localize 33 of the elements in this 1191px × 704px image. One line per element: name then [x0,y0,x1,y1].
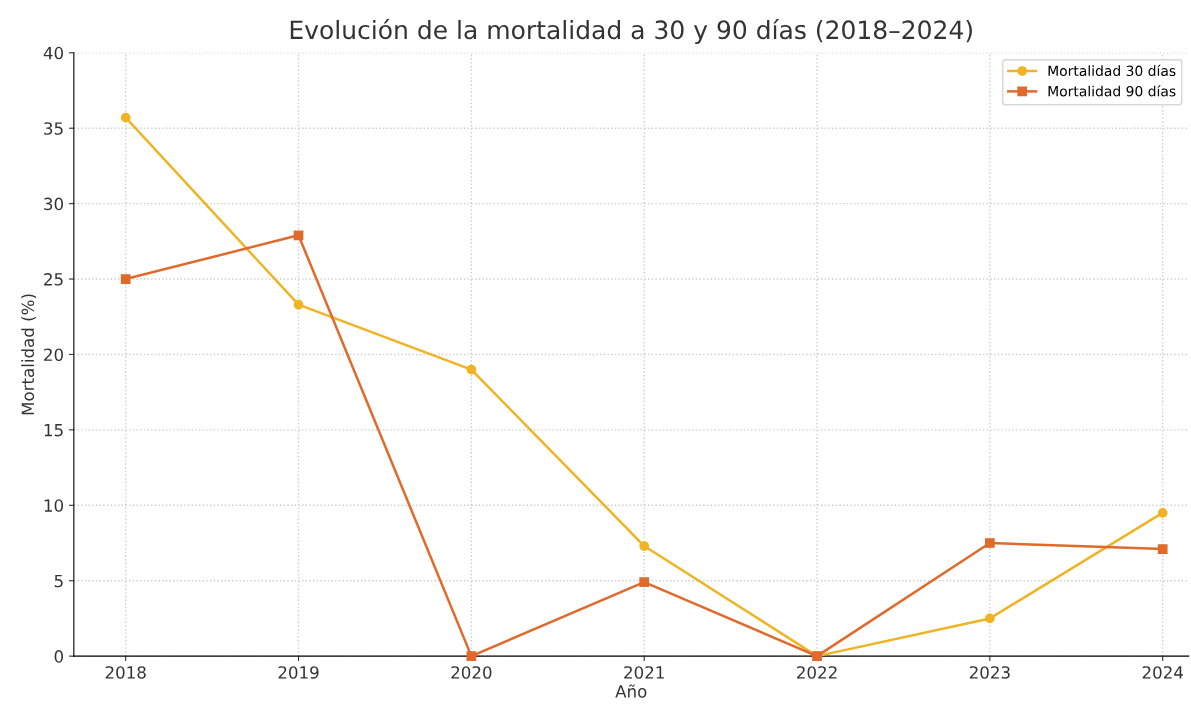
point [466,364,477,375]
point [639,541,650,551]
point [984,613,995,624]
x-tick-label: 2020 [451,666,492,679]
y-tick-label: 10 [44,499,64,512]
x-tick-label: 2023 [969,666,1010,679]
point [120,112,131,123]
y-tick-label: 25 [44,273,63,286]
y-tick-label: 35 [44,122,63,135]
point [639,577,650,588]
point [466,651,477,661]
y-tick-label: 30 [44,197,64,211]
point [293,230,304,241]
x-tick-label: 2019 [278,666,319,679]
x-tick-label: 2018 [105,666,146,679]
legend-label: Mortalidad 30 días [1048,64,1176,77]
legend-label: Mortalidad 90 días [1048,85,1176,97]
x-tick-label: 2022 [797,666,837,679]
y-tick-label: 5 [54,574,63,588]
y-tick-label: 20 [44,348,64,362]
y-tick-label: 15 [44,424,63,437]
point [984,538,995,548]
x-tick-label: 2021 [624,666,664,679]
point [1157,544,1168,554]
y-tick-label: 0 [54,650,64,663]
y-axis-title: Mortalidad (%) [21,294,37,415]
point [120,274,131,284]
y-tick-label: 40 [43,46,64,60]
point [1157,507,1168,518]
chart-title: Evolución de la mortalidad a 30 y 90 días (2018–2024) [290,18,972,45]
x-tick-label: 2024 [1142,666,1183,679]
point [293,299,304,310]
x-axis-title: Año [615,684,647,698]
